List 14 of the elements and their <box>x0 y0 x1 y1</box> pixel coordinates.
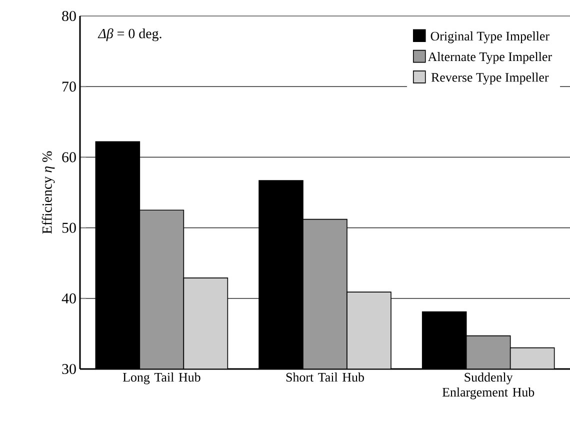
y-axis-title: Efficiency η % <box>42 151 55 234</box>
y-tick-label: 80 <box>62 10 76 22</box>
y-tick-label: 30 <box>62 364 76 374</box>
x-tick-label: Short Tail Hub <box>286 372 364 382</box>
x-tick-label: Long Tail Hub <box>122 372 200 384</box>
y-tick-label: 60 <box>62 152 76 162</box>
y-tick-label: 50 <box>62 222 76 233</box>
y-tick-label: 70 <box>62 82 76 92</box>
legend-label: Original Type Impeller <box>430 31 550 44</box>
y-tick-label: 40 <box>62 293 76 304</box>
annotation: Δβ = 0 deg. <box>98 28 162 42</box>
legend-label: Reverse Type Impeller <box>431 72 549 84</box>
legend-label: Alternate Type Impeller <box>428 52 552 64</box>
x-tick-label: Suddenly Enlargement Hub <box>442 372 534 400</box>
